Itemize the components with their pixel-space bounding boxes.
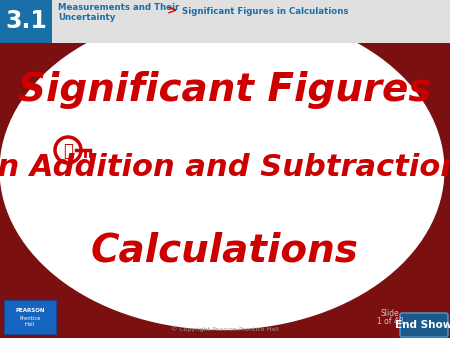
Text: End Show: End Show: [395, 320, 450, 330]
Text: Significant Figures: Significant Figures: [18, 71, 432, 109]
Text: Uncertainty: Uncertainty: [58, 14, 115, 23]
Text: >: >: [167, 4, 177, 18]
Text: Slide: Slide: [381, 310, 400, 318]
Text: Calculations: Calculations: [91, 231, 359, 269]
Bar: [0, 0, 52, 43]
FancyBboxPatch shape: [400, 313, 448, 337]
Text: Significant Figures in Calculations: Significant Figures in Calculations: [182, 6, 348, 16]
Text: Measurements and Their: Measurements and Their: [58, 3, 180, 13]
Text: PEARSON: PEARSON: [15, 308, 45, 313]
Circle shape: [55, 137, 81, 163]
Text: 3.1: 3.1: [5, 9, 47, 33]
Text: ⚿: ⚿: [63, 142, 73, 160]
Text: © Copyright Pearson Prentice Hall: © Copyright Pearson Prentice Hall: [171, 327, 279, 332]
Text: Prentice: Prentice: [19, 315, 41, 320]
Text: 1 of 48: 1 of 48: [377, 317, 403, 327]
Text: Hall: Hall: [25, 322, 35, 328]
Bar: [0, 0, 450, 43]
Ellipse shape: [0, 10, 445, 330]
Bar: [4, 300, 56, 334]
Text: in Addition and Subtraction: in Addition and Subtraction: [0, 153, 450, 183]
